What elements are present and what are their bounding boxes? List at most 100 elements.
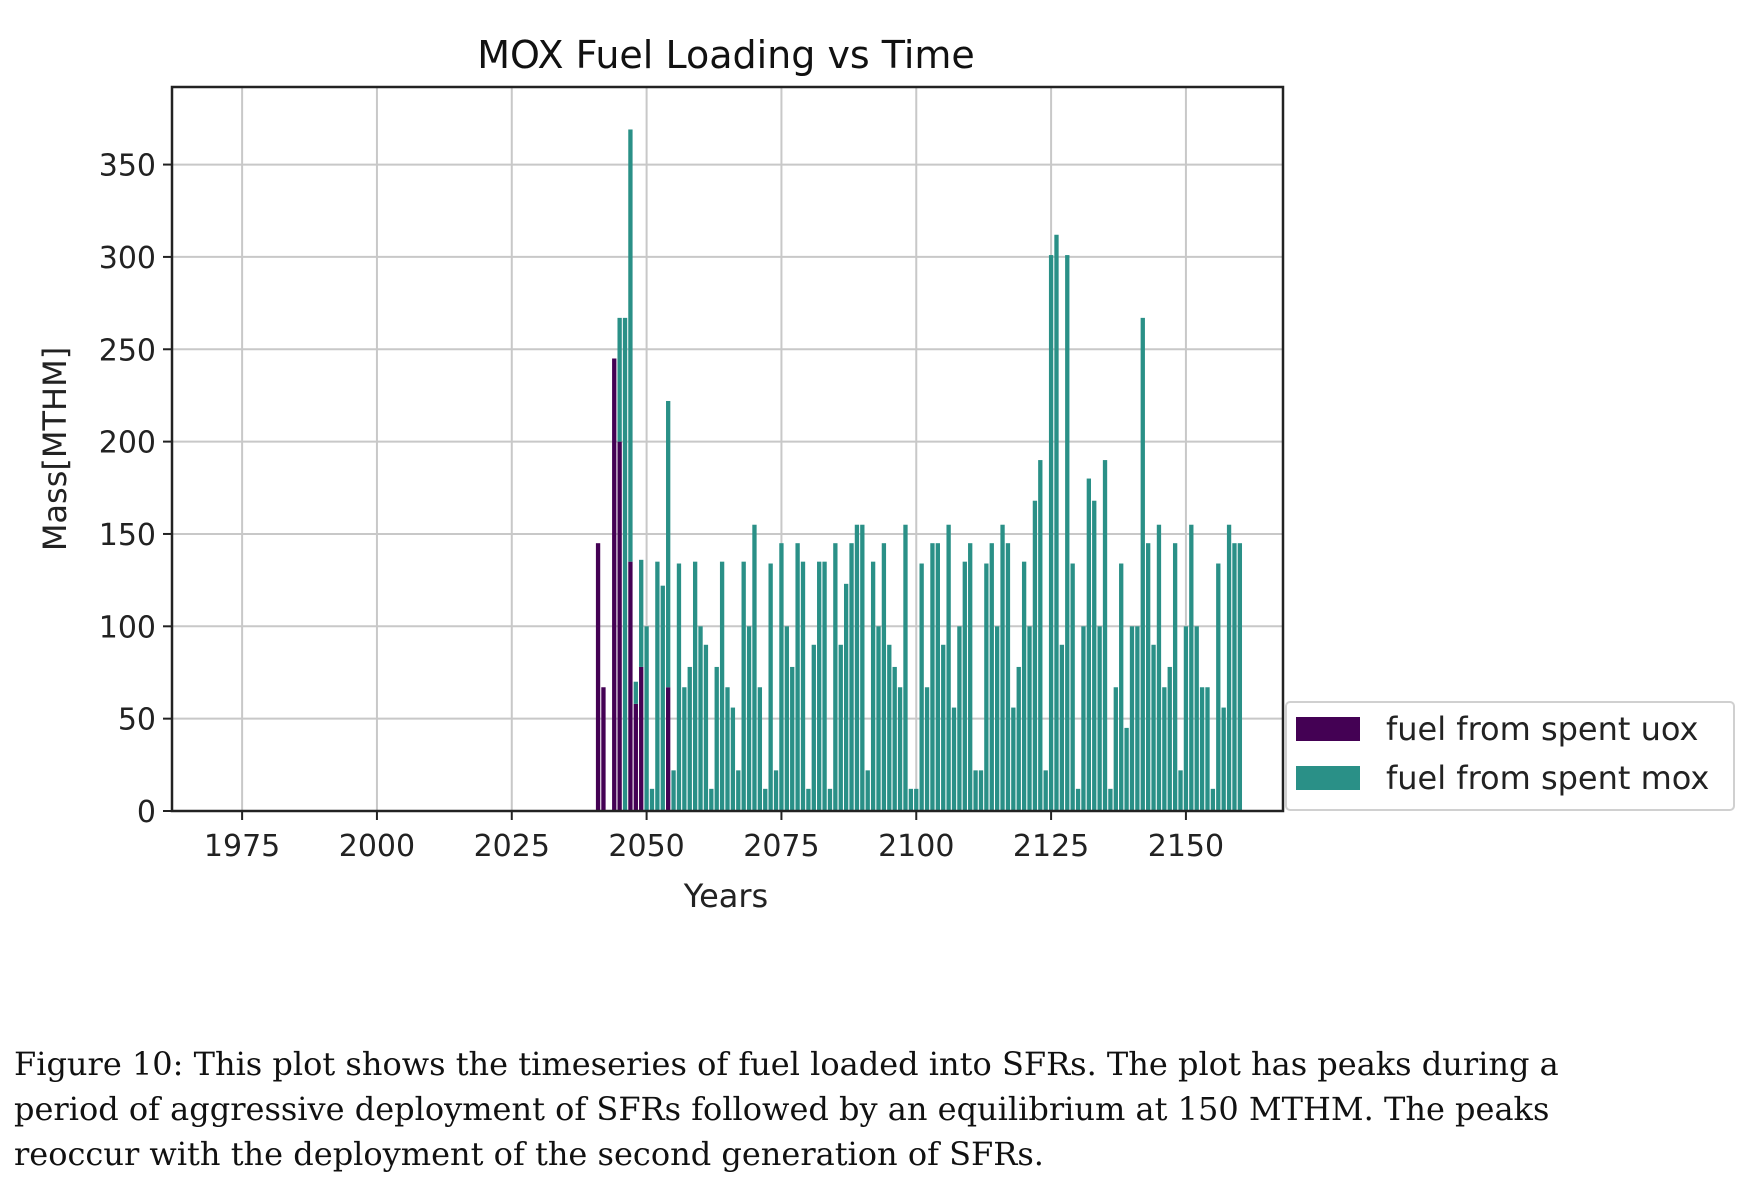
bar-mox (881, 543, 887, 811)
bar-mox (865, 770, 870, 811)
plot-frame (170, 85, 1285, 813)
bar-mox (1075, 788, 1081, 811)
bar-mox (773, 770, 779, 811)
y-tick-label: 100 (99, 610, 156, 645)
bar-mox (1124, 727, 1129, 811)
legend-label-mox: fuel from spent mox (1386, 759, 1709, 797)
x-tick-label: 2075 (743, 829, 819, 864)
bar-uox (666, 687, 671, 811)
bar-mox (1172, 543, 1178, 811)
bar-mox (1210, 788, 1216, 811)
bar-mox (1092, 500, 1097, 811)
bar-mox (746, 626, 752, 811)
y-tick-label: 300 (99, 241, 156, 276)
bar-mox (752, 524, 757, 811)
bar-mox (1005, 543, 1011, 811)
bar-mox (973, 770, 978, 811)
x-tick-label: 2150 (1148, 829, 1224, 864)
bar-mox (1140, 317, 1145, 811)
bar-mox (687, 666, 692, 811)
bar-mox (843, 583, 849, 811)
bar-mox (730, 707, 736, 811)
bar-mox (1237, 543, 1243, 811)
legend-label-uox: fuel from spent uox (1386, 710, 1698, 748)
bar-mox (860, 524, 865, 811)
bar-mox (768, 563, 773, 811)
bar-mox (1108, 788, 1113, 811)
bar-mox (1038, 460, 1043, 811)
chart-title: MOX Fuel Loading vs Time (477, 33, 975, 77)
bar-mox (838, 644, 843, 811)
bar-mox (914, 788, 919, 811)
bar-uox (595, 543, 601, 811)
bar-mox (1167, 666, 1172, 811)
bar-mox (849, 543, 854, 811)
bar-mox (962, 561, 967, 811)
bar-mox (817, 561, 822, 811)
bar-mox (1216, 563, 1221, 811)
bar-mox (763, 788, 768, 811)
bar-mox (644, 626, 649, 811)
bar-mox (827, 788, 833, 811)
bar-mox (1221, 707, 1226, 811)
bar-mox (698, 626, 703, 811)
bar-mox (1113, 687, 1118, 811)
bar-mox (1048, 255, 1054, 812)
bar-mox (919, 563, 924, 811)
bar-mox (1086, 478, 1092, 811)
bar-uox (628, 561, 633, 811)
x-tick-label: 2025 (474, 829, 550, 864)
bar-mox (655, 561, 660, 811)
bar-mox (779, 543, 784, 811)
bar-mox (1032, 500, 1038, 811)
legend-box (1285, 701, 1735, 811)
bars (595, 129, 1243, 812)
bar-mox (1129, 626, 1135, 811)
bar-mox (1011, 707, 1016, 811)
bar-mox (617, 317, 622, 442)
bar-mox (784, 626, 789, 811)
bar-uox (639, 666, 644, 811)
bar-mox (1102, 460, 1108, 811)
bar-mox (941, 644, 946, 811)
bar-mox (892, 666, 897, 811)
bar-uox (633, 703, 638, 811)
x-tick-label: 2125 (1013, 829, 1089, 864)
bar-mox (1070, 563, 1075, 811)
bar-mox (709, 788, 714, 811)
bar-mox (811, 644, 816, 811)
y-tick-label: 0 (137, 795, 156, 830)
bar-mox (806, 788, 811, 811)
bar-mox (1194, 626, 1199, 811)
y-tick-label: 350 (99, 149, 156, 184)
bar-mox (692, 561, 698, 811)
bar-mox (978, 770, 984, 811)
x-tick-label: 1975 (204, 829, 280, 864)
x-tick-label: 2000 (339, 829, 415, 864)
bar-mox (1199, 687, 1205, 811)
legend-swatch-uox (1296, 717, 1360, 741)
bar-mox (870, 561, 876, 811)
bar-mox (903, 524, 908, 811)
bar-mox (908, 788, 914, 811)
bar-mox (946, 524, 951, 811)
bar-mox (968, 543, 973, 811)
bar-mox (1065, 255, 1070, 812)
bar-mox (1146, 543, 1151, 811)
bar-mox (1162, 687, 1167, 811)
bar-mox (1205, 687, 1210, 811)
bar-mox (1135, 626, 1140, 811)
y-tick-label: 150 (99, 518, 156, 553)
y-axis-ticks: 0 50 100 150 200 250 300 350 (99, 149, 172, 830)
y-tick-label: 250 (99, 333, 156, 368)
bar-mox (660, 585, 665, 811)
bar-mox (957, 626, 962, 811)
bar-mox (639, 559, 644, 667)
bar-mox (1189, 524, 1194, 811)
bar-mox (703, 644, 709, 811)
bar-mox (854, 524, 860, 811)
bar-mox (1059, 644, 1065, 811)
bar-mox (671, 770, 676, 811)
bar-mox (1097, 626, 1102, 811)
